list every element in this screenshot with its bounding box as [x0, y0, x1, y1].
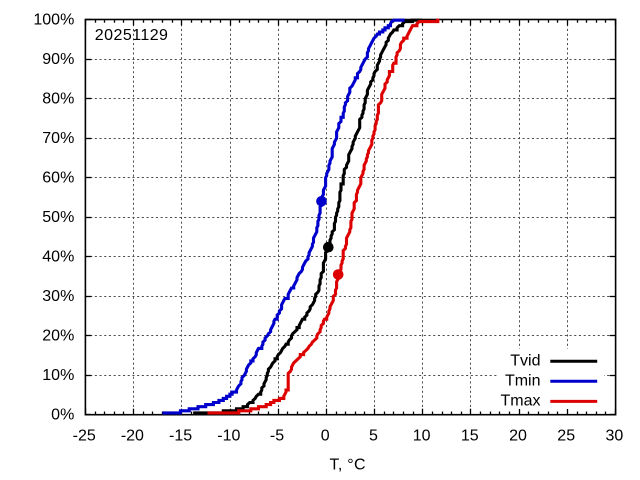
- svg-text:60%: 60%: [42, 170, 74, 187]
- svg-text:50%: 50%: [42, 209, 74, 226]
- svg-text:T, °C: T, °C: [330, 456, 366, 473]
- svg-text:-5: -5: [270, 428, 284, 445]
- svg-text:20251129: 20251129: [95, 27, 169, 44]
- svg-text:25: 25: [557, 428, 575, 445]
- svg-text:70%: 70%: [42, 130, 74, 147]
- svg-text:15: 15: [461, 428, 479, 445]
- svg-text:30: 30: [606, 428, 624, 445]
- svg-text:100%: 100%: [33, 12, 74, 29]
- svg-text:10: 10: [413, 428, 431, 445]
- svg-text:-15: -15: [169, 428, 192, 445]
- svg-text:Tvid: Tvid: [510, 353, 540, 370]
- svg-text:-20: -20: [121, 428, 144, 445]
- svg-text:5: 5: [369, 428, 378, 445]
- svg-text:Tmax: Tmax: [501, 393, 541, 410]
- svg-text:80%: 80%: [42, 91, 74, 108]
- svg-text:20%: 20%: [42, 328, 74, 345]
- svg-text:40%: 40%: [42, 249, 74, 266]
- svg-text:10%: 10%: [42, 367, 74, 384]
- svg-text:-25: -25: [73, 428, 96, 445]
- svg-text:20: 20: [509, 428, 527, 445]
- svg-text:-10: -10: [217, 428, 240, 445]
- svg-text:30%: 30%: [42, 288, 74, 305]
- svg-text:0%: 0%: [51, 407, 74, 424]
- svg-text:0: 0: [321, 428, 330, 445]
- svg-text:Tmin: Tmin: [505, 373, 541, 390]
- svg-text:90%: 90%: [42, 51, 74, 68]
